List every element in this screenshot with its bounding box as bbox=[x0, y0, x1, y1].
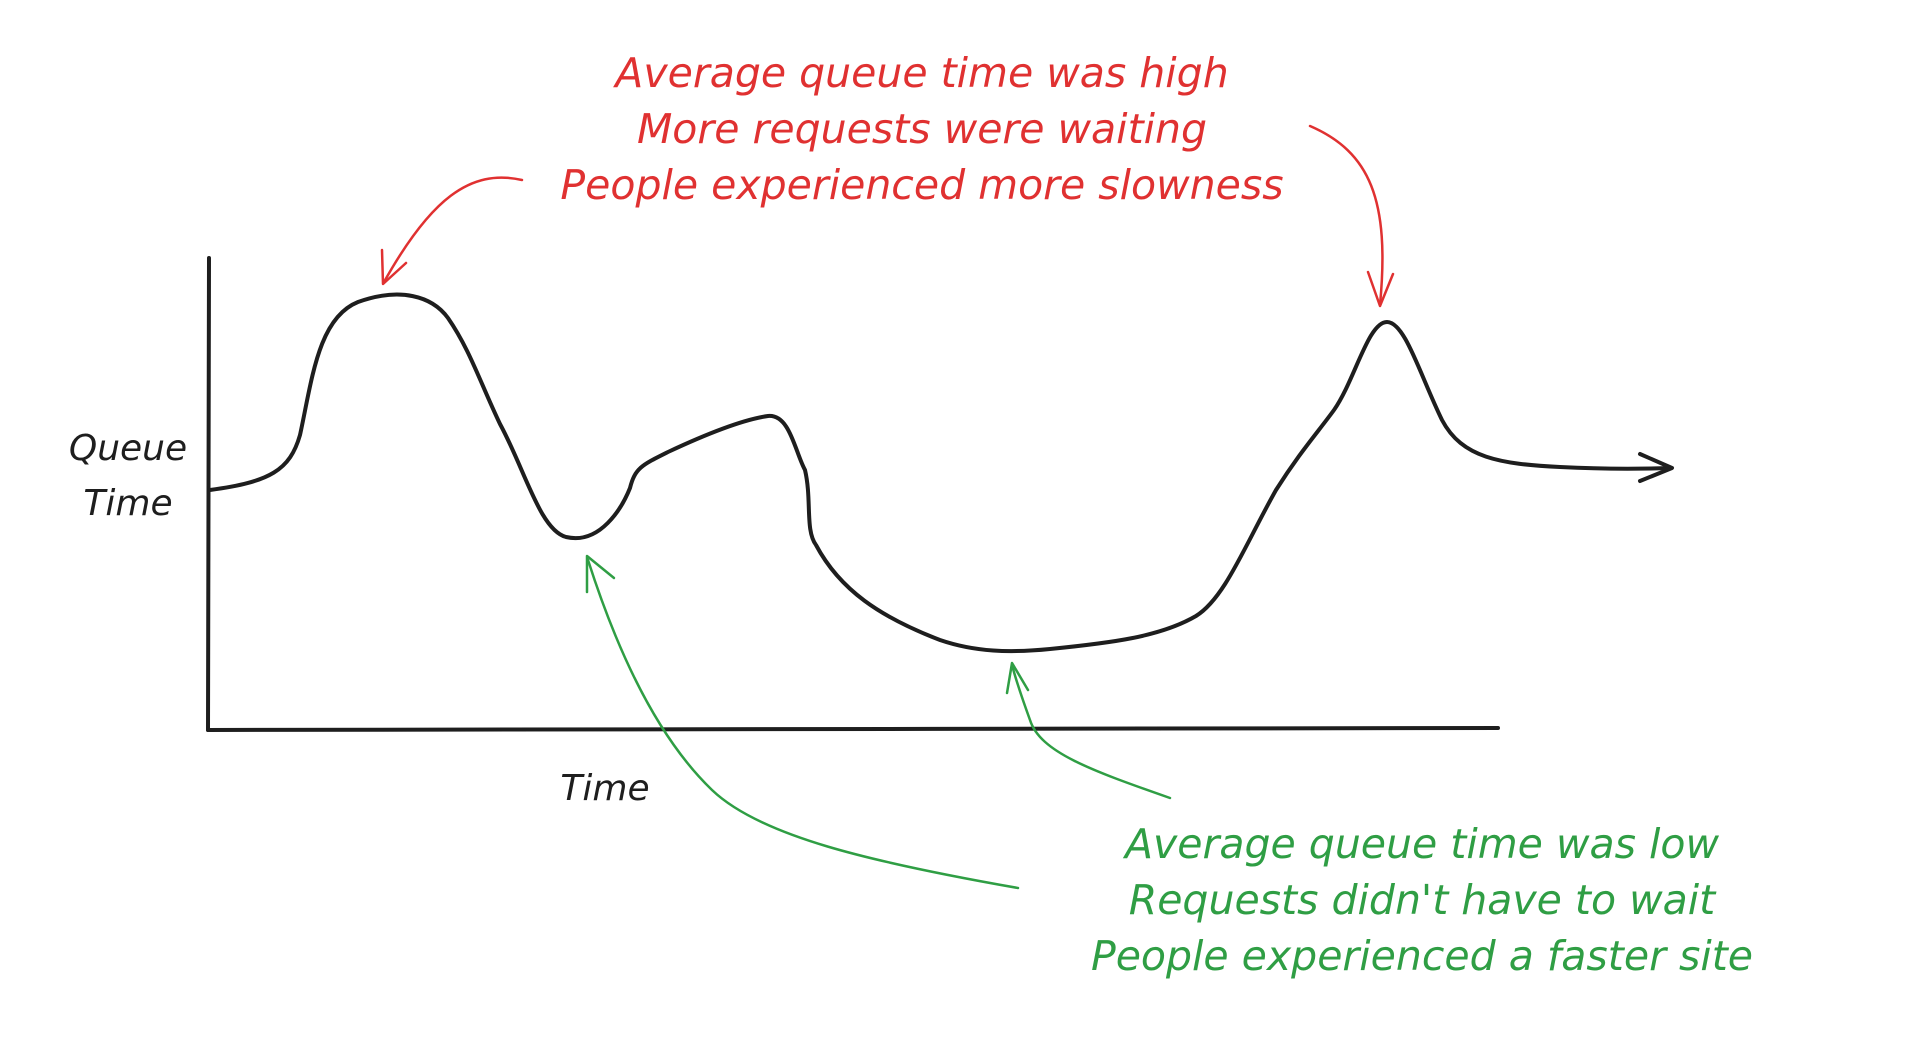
low-annotation-line-1: Average queue time was low bbox=[1122, 820, 1719, 868]
high-annotation-line-1: Average queue time was high bbox=[612, 49, 1228, 97]
x-axis-label: Time bbox=[560, 768, 649, 809]
low-annotation-line-2: Requests didn't have to wait bbox=[1129, 876, 1717, 924]
high-annotation-line-2: More requests were waiting bbox=[637, 105, 1207, 153]
high-arrow-left bbox=[382, 176, 524, 284]
high-arrow-left-head bbox=[380, 248, 408, 286]
y-axis-label-line2: Time bbox=[83, 483, 172, 524]
high-annotation: Average queue time was high More request… bbox=[380, 49, 1395, 308]
high-arrow-right bbox=[1308, 124, 1384, 307]
axes bbox=[206, 256, 1500, 732]
low-arrow-right-head bbox=[1005, 661, 1030, 695]
low-arrow-right bbox=[1010, 663, 1172, 800]
y-axis-line bbox=[206, 256, 211, 732]
curve-arrowhead bbox=[1638, 452, 1674, 483]
low-annotation-line-3: People experienced a faster site bbox=[1091, 932, 1753, 980]
low-annotation: Average queue time was low Requests didn… bbox=[585, 554, 1753, 980]
low-arrow-left bbox=[586, 558, 1020, 890]
high-annotation-line-3: People experienced more slowness bbox=[560, 161, 1283, 209]
queue-time-curve bbox=[208, 292, 1672, 654]
y-axis-label-line1: Queue bbox=[69, 428, 187, 469]
high-arrow-right-head bbox=[1366, 270, 1395, 308]
low-arrow-left-head bbox=[585, 554, 616, 594]
x-axis-line bbox=[206, 726, 1500, 732]
